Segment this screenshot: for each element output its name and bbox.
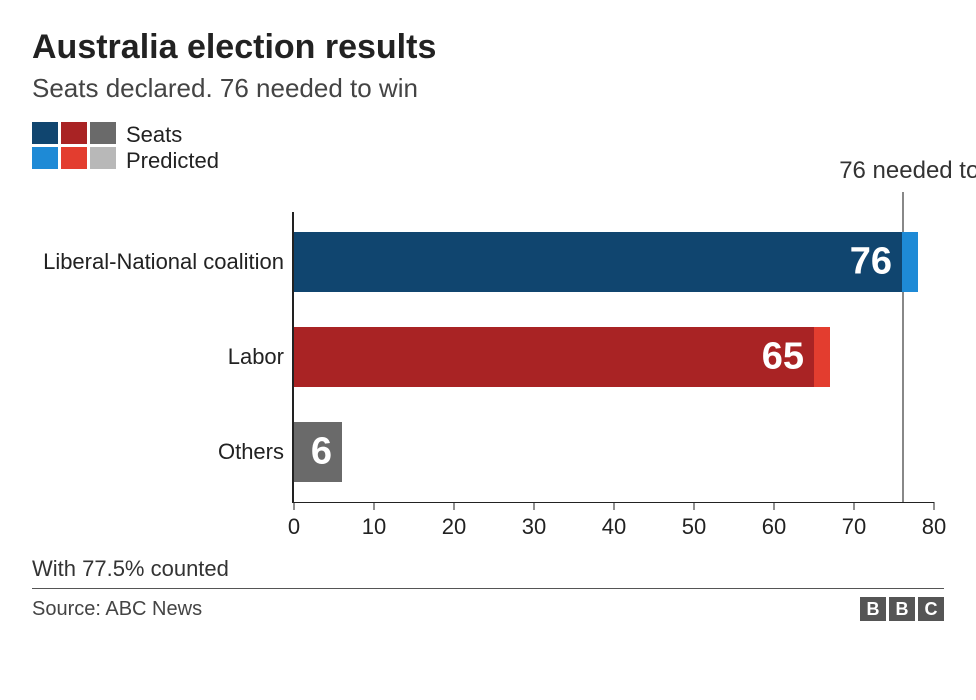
legend-predicted-label: Predicted bbox=[126, 148, 219, 174]
x-tick-label: 60 bbox=[762, 514, 786, 540]
bar-seats: 65 bbox=[294, 327, 814, 387]
x-tick-label: 70 bbox=[842, 514, 866, 540]
legend-swatches bbox=[32, 122, 116, 169]
bar-seats: 76 bbox=[294, 232, 902, 292]
x-tick-mark bbox=[454, 502, 455, 510]
chart-area: Seats Predicted 76 needed to win 76656 0… bbox=[32, 122, 944, 542]
legend-swatch bbox=[90, 122, 116, 144]
legend-swatch bbox=[32, 147, 58, 169]
chart-footer: With 77.5% counted Source: ABC News BBC bbox=[32, 556, 944, 621]
legend-labels: Seats Predicted bbox=[126, 122, 219, 169]
x-tick-label: 40 bbox=[602, 514, 626, 540]
legend-seats-label: Seats bbox=[126, 122, 219, 148]
bbc-logo-block: C bbox=[918, 597, 944, 621]
legend-swatch bbox=[32, 122, 58, 144]
bbc-logo-block: B bbox=[860, 597, 886, 621]
x-tick-mark bbox=[374, 502, 375, 510]
bar-value: 6 bbox=[311, 431, 332, 474]
plot-region: 76 65 6 bbox=[292, 212, 932, 502]
source-text: Source: ABC News bbox=[32, 598, 202, 621]
legend-swatch bbox=[61, 122, 87, 144]
x-tick-mark bbox=[614, 502, 615, 510]
legend-swatch bbox=[61, 147, 87, 169]
legend: Seats Predicted bbox=[32, 122, 219, 169]
legend-swatch bbox=[90, 147, 116, 169]
x-tick-label: 0 bbox=[288, 514, 300, 540]
x-tick-label: 10 bbox=[362, 514, 386, 540]
bar-value: 65 bbox=[762, 336, 804, 379]
x-tick-mark bbox=[774, 502, 775, 510]
bar-seats: 6 bbox=[294, 422, 342, 482]
y-axis-label: Labor bbox=[36, 344, 284, 370]
bar-value: 76 bbox=[850, 241, 892, 284]
x-tick-label: 30 bbox=[522, 514, 546, 540]
x-tick-mark bbox=[534, 502, 535, 510]
y-axis-label: Liberal-National coalition bbox=[36, 249, 284, 275]
counted-text: With 77.5% counted bbox=[32, 556, 944, 589]
chart-subtitle: Seats declared. 76 needed to win bbox=[32, 73, 944, 104]
x-tick-mark bbox=[934, 502, 935, 510]
x-tick-label: 80 bbox=[922, 514, 946, 540]
x-tick-label: 50 bbox=[682, 514, 706, 540]
bbc-logo: BBC bbox=[860, 597, 944, 621]
bbc-logo-block: B bbox=[889, 597, 915, 621]
x-axis-ticks: 01020304050607080 bbox=[292, 506, 932, 546]
x-tick-mark bbox=[694, 502, 695, 510]
y-axis-label: Others bbox=[36, 439, 284, 465]
x-tick-mark bbox=[294, 502, 295, 510]
x-tick-label: 20 bbox=[442, 514, 466, 540]
threshold-label: 76 needed to win bbox=[802, 157, 976, 185]
chart-title: Australia election results bbox=[32, 28, 944, 67]
x-tick-mark bbox=[854, 502, 855, 510]
